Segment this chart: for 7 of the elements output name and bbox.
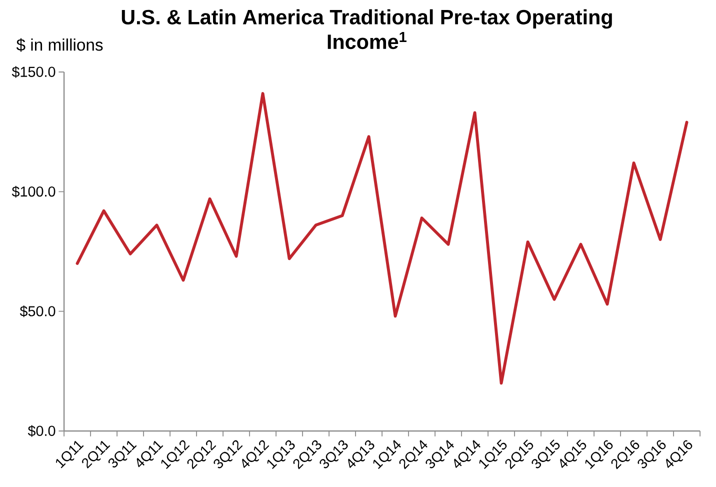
line-series	[76, 92, 688, 385]
y-tick-label: $100.0	[12, 186, 56, 198]
chart-title: U.S. & Latin America Traditional Pre-tax Operating Income$^{1}$	[122, 9, 612, 50]
y-tick-label: $150.0	[12, 66, 56, 78]
y-tick-label: $50.0	[20, 306, 56, 318]
y-tick-label: $0.0	[28, 425, 56, 437]
y-axis-title: $ in millions	[16, 38, 103, 52]
